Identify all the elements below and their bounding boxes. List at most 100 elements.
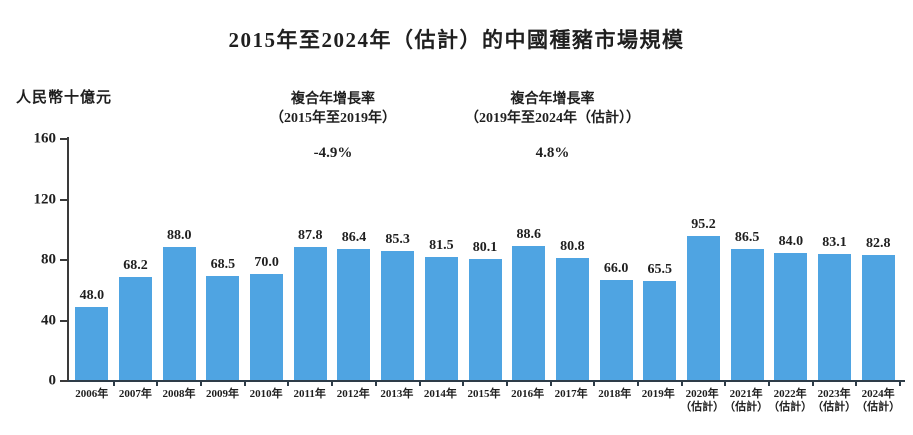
bar-value-label: 80.8 <box>560 238 585 254</box>
y-tick-label: 160 <box>33 130 57 147</box>
bar-slot-2011年: 87.8 <box>288 138 332 380</box>
y-axis-unit-label: 人民幣十億元 <box>16 90 113 106</box>
chart-title: 2015年至2024年（估計）的中國種豬市場規模 <box>228 28 685 52</box>
x-tick <box>811 381 814 386</box>
bar-slot-2023年: 83.1 <box>813 138 857 380</box>
x-axis-label-note: （估計） <box>856 401 901 413</box>
y-tick-label: 120 <box>33 191 57 207</box>
bar-value-label: 83.1 <box>822 235 847 251</box>
bar-slot-2009年: 68.5 <box>201 138 245 380</box>
bar <box>599 280 633 380</box>
bar-slot-2015年: 80.1 <box>463 138 507 380</box>
cagr-annotation-range: （2019年至2024年（估計）） <box>465 111 640 126</box>
x-axis-label-note: （估計） <box>812 401 857 413</box>
bar <box>424 256 458 380</box>
bar-slot-2013年: 85.3 <box>376 138 420 380</box>
bar <box>774 252 808 380</box>
bar <box>512 246 546 380</box>
y-tick <box>60 138 68 140</box>
bar-slot-2006年: 48.0 <box>70 138 114 380</box>
bar-value-label: 65.5 <box>647 261 673 277</box>
bar <box>818 254 852 380</box>
bar <box>293 247 327 380</box>
x-tick <box>680 381 683 386</box>
x-tick <box>767 381 770 386</box>
cagr-annotation-2019-2024: 複合年增長率 （2019年至2024年（估計）） 4.8% <box>430 90 675 163</box>
bar <box>468 258 502 380</box>
x-axis-label: 2016年 <box>511 388 545 400</box>
bar-value-label: 66.0 <box>603 261 629 277</box>
bar <box>643 280 677 380</box>
bar-value-label: 70.0 <box>254 255 279 271</box>
bar-value-label: 68.2 <box>123 257 148 273</box>
x-axis-label: 2021年 （估計） <box>724 388 769 413</box>
x-tick <box>505 381 508 386</box>
x-axis-label: 2009年 <box>206 388 240 400</box>
bar-value-label: 48.0 <box>79 288 105 304</box>
x-axis-label: 2024年 （估計） <box>856 388 901 413</box>
cagr-annotation-value: -4.9% <box>313 145 353 161</box>
x-tick <box>156 381 159 386</box>
bar-value-label: 86.4 <box>341 230 367 246</box>
bar <box>119 276 153 380</box>
x-tick <box>462 381 465 386</box>
x-tick <box>112 381 115 386</box>
x-tick <box>418 381 421 386</box>
x-axis-label: 2014年 <box>423 388 457 400</box>
bar-value-label: 88.0 <box>166 227 192 243</box>
y-tick-label: 80 <box>41 251 56 268</box>
bar <box>381 251 415 380</box>
bar-value-label: 87.8 <box>298 228 323 244</box>
cagr-annotation-title: 複合年增長率 <box>510 92 595 107</box>
bar-slot-2010年: 70.0 <box>245 138 289 380</box>
x-tick <box>200 381 203 386</box>
bar-value-label: 86.5 <box>734 230 760 246</box>
bar-value-label: 84.0 <box>778 233 804 249</box>
y-tick <box>60 259 68 261</box>
x-tick <box>899 381 901 386</box>
x-axis-label: 2023年 （估計） <box>812 388 857 413</box>
bar-slot-2008年: 88.0 <box>157 138 201 380</box>
y-axis-line <box>67 137 69 382</box>
bar-value-label: 81.5 <box>429 237 454 253</box>
x-axis-line <box>67 380 905 382</box>
bar-slot-2018年: 66.0 <box>594 138 638 380</box>
bar-slot-2019年: 65.5 <box>638 138 682 380</box>
x-axis-label: 2012年 <box>336 388 370 400</box>
x-axis-label: 2017年 <box>554 388 588 400</box>
x-tick <box>331 381 334 386</box>
bar-value-label: 68.5 <box>210 257 236 273</box>
x-axis-label: 2020年 （估計） <box>680 388 725 413</box>
x-axis-label: 2011年 <box>293 388 326 400</box>
x-tick <box>549 381 552 386</box>
x-axis-label-note: （估計） <box>768 401 813 413</box>
x-tick <box>593 381 596 386</box>
y-tick <box>60 380 68 382</box>
y-tick <box>60 198 68 201</box>
x-tick <box>243 381 246 386</box>
bar-slot-2022年: 84.0 <box>769 138 813 380</box>
x-axis-label: 2019年 <box>641 388 675 400</box>
y-tick-label: 40 <box>41 312 56 328</box>
bar-slot-2014年: 81.5 <box>420 138 464 380</box>
bar-series: 48.0 68.2 88.0 68.5 70.0 87.8 86.4 85.3 81.5 80.1… <box>70 138 900 380</box>
x-axis-label: 2006年 <box>75 388 109 400</box>
x-axis-label: 2018年 <box>598 388 632 400</box>
x-axis-label-note: （估計） <box>680 401 725 413</box>
x-tick <box>855 381 858 386</box>
x-axis-label: 2010年 <box>249 388 283 400</box>
x-axis-label: 2013年 <box>380 388 414 400</box>
cagr-annotation-2015-2019: 複合年增長率 （2015年至2019年） -4.9% <box>228 90 438 163</box>
bar <box>555 257 589 380</box>
bar <box>75 307 109 380</box>
bar-value-label: 80.1 <box>472 239 498 255</box>
bar-value-label: 85.3 <box>385 232 410 247</box>
bar <box>686 236 720 380</box>
bar <box>730 249 764 380</box>
x-axis-label: 2022年 （估計） <box>768 388 813 413</box>
bar-value-label: 82.8 <box>865 235 891 251</box>
x-tick <box>724 381 727 386</box>
bar-slot-2012年: 86.4 <box>332 138 376 380</box>
bar-value-label: 88.6 <box>516 227 541 242</box>
